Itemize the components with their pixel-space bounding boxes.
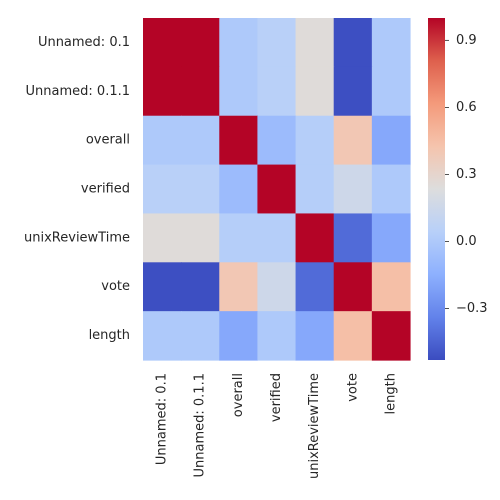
heatmap-cell-5-5: [333, 262, 373, 312]
colorbar-tick-label: 0.6: [456, 100, 477, 115]
heatmap-cell-0-4: [295, 18, 335, 68]
heatmap-cell-4-0: [143, 213, 182, 263]
colorbar-tick-label: 0.9: [456, 33, 477, 48]
x-tick-label: verified: [269, 373, 284, 422]
y-tick-label: Unnamed: 0.1.1: [26, 84, 130, 99]
heatmap-cell-6-1: [181, 311, 220, 361]
heatmap-cell-2-0: [143, 115, 182, 166]
colorbar-tick-label: 0.3: [456, 167, 477, 182]
heatmap-cell-6-5: [333, 311, 373, 361]
heatmap-cell-6-2: [219, 311, 259, 361]
heatmap-cell-3-6: [371, 164, 411, 215]
heatmap-cell-4-1: [181, 213, 220, 263]
y-tick-label: unixReviewTime: [24, 230, 130, 245]
heatmap-cell-2-6: [371, 115, 411, 166]
heatmap-cell-1-1: [181, 66, 220, 117]
heatmap-cell-5-3: [257, 262, 297, 312]
colorbar-tick-label: 0.0: [456, 234, 477, 249]
heatmap-cell-3-5: [333, 164, 373, 215]
heatmap-cell-5-2: [219, 262, 259, 312]
heatmap-cell-2-4: [295, 115, 335, 166]
heatmap-cell-2-2: [219, 115, 259, 166]
heatmap-cell-1-6: [371, 66, 411, 117]
x-tick-label: length: [383, 373, 398, 414]
heatmap-cell-0-5: [333, 18, 373, 68]
heatmap-cell-5-0: [143, 262, 182, 312]
heatmap-cell-5-6: [371, 262, 411, 312]
y-tick-label: Unnamed: 0.1: [38, 35, 130, 50]
heatmap-cells: [143, 18, 411, 361]
heatmap-cell-6-4: [295, 311, 335, 361]
heatmap-cell-1-3: [257, 66, 297, 117]
heatmap-cell-2-5: [333, 115, 373, 166]
heatmap-cell-2-1: [181, 115, 220, 166]
heatmap-cell-4-2: [219, 213, 259, 263]
x-tick-labels: Unnamed: 0.1 Unnamed: 0.1.1 overall verifie…: [155, 373, 399, 479]
heatmap-cell-5-4: [295, 262, 335, 312]
heatmap-cell-6-6: [371, 311, 411, 361]
heatmap-cell-0-2: [219, 18, 259, 68]
y-tick-label: length: [89, 328, 130, 343]
x-tick-label: overall: [231, 373, 246, 417]
x-tick-label: vote: [345, 373, 360, 402]
heatmap-cell-0-1: [181, 18, 220, 68]
x-tick-label: Unnamed: 0.1: [155, 373, 170, 465]
heatmap-cell-6-3: [257, 311, 297, 361]
heatmap-cell-6-0: [143, 311, 182, 361]
x-tick-label: Unnamed: 0.1.1: [193, 373, 208, 477]
heatmap-cell-1-0: [143, 66, 182, 117]
x-tick-label: unixReviewTime: [307, 373, 322, 479]
y-tick-labels: Unnamed: 0.1 Unnamed: 0.1.1 overall verifie…: [24, 35, 130, 343]
heatmap-cell-3-4: [295, 164, 335, 215]
heatmap-cell-1-4: [295, 66, 335, 117]
heatmap-cell-4-4: [295, 213, 335, 263]
colorbar-gradient: [428, 18, 445, 360]
heatmap-cell-1-5: [333, 66, 373, 117]
heatmap-cell-2-3: [257, 115, 297, 166]
y-tick-label: verified: [81, 182, 130, 197]
y-tick-label: overall: [86, 133, 130, 148]
heatmap-cell-4-5: [333, 213, 373, 263]
y-tick-label: vote: [101, 279, 130, 294]
heatmap-cell-4-6: [371, 213, 411, 263]
heatmap-cell-1-2: [219, 66, 259, 117]
heatmap-cell-0-3: [257, 18, 297, 68]
heatmap-cell-5-1: [181, 262, 220, 312]
heatmap-cell-3-0: [143, 164, 182, 215]
heatmap-cell-4-3: [257, 213, 297, 263]
heatmap-cell-0-0: [143, 18, 182, 68]
heatmap-cell-0-6: [371, 18, 411, 68]
heatmap-cell-3-2: [219, 164, 259, 215]
heatmap-cell-3-3: [257, 164, 297, 215]
heatmap-cell-3-1: [181, 164, 220, 215]
colorbar: −0.3 0.0 0.3 0.6 0.9: [428, 18, 488, 360]
colorbar-tick-label: −0.3: [456, 301, 488, 316]
